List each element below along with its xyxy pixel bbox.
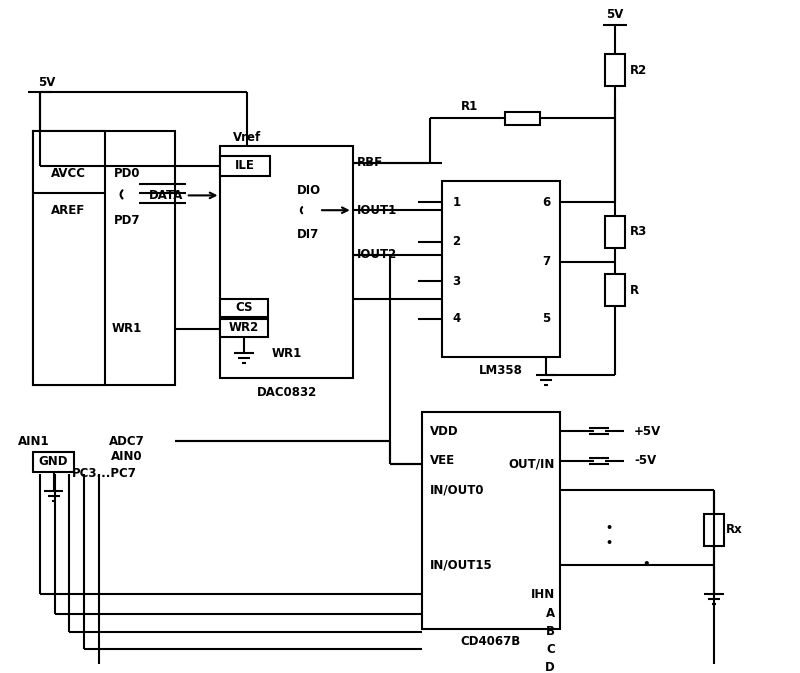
Text: DATA: DATA	[149, 189, 183, 202]
Text: LM358: LM358	[478, 363, 522, 377]
Text: CD4067B: CD4067B	[461, 635, 521, 648]
Text: AIN0: AIN0	[111, 450, 142, 464]
Text: 3: 3	[452, 275, 460, 288]
Text: OUT/IN: OUT/IN	[509, 458, 555, 470]
Text: VDD: VDD	[430, 425, 458, 437]
Text: 5V: 5V	[606, 8, 624, 22]
Text: R1: R1	[461, 100, 478, 113]
Text: IOUT2: IOUT2	[357, 248, 397, 261]
Text: AIN1: AIN1	[18, 435, 50, 448]
Text: R2: R2	[630, 63, 647, 77]
Text: CS: CS	[235, 302, 253, 314]
Text: DIO: DIO	[298, 184, 322, 197]
Bar	[505, 112, 540, 125]
Text: 5V: 5V	[38, 77, 55, 90]
Text: WR1: WR1	[111, 322, 142, 335]
Bar	[220, 319, 268, 336]
Text: RBF: RBF	[357, 156, 382, 170]
Text: C: C	[546, 643, 555, 656]
Text: AVCC: AVCC	[51, 167, 86, 180]
Text: ADC7: ADC7	[109, 435, 145, 448]
Text: VEE: VEE	[430, 454, 454, 467]
Text: Vref: Vref	[234, 131, 262, 143]
Text: IOUT1: IOUT1	[357, 204, 397, 217]
Text: •: •	[606, 523, 613, 533]
Text: 1: 1	[452, 196, 460, 209]
Text: GND: GND	[39, 456, 68, 468]
Bar	[606, 216, 625, 248]
Bar	[606, 275, 625, 306]
Text: AREF: AREF	[51, 204, 86, 217]
Text: 2: 2	[452, 236, 460, 248]
Text: -5V: -5V	[634, 454, 656, 467]
Text: PD0: PD0	[114, 167, 140, 180]
Bar	[220, 146, 353, 378]
Text: R: R	[630, 283, 639, 297]
Text: IHN: IHN	[530, 588, 555, 600]
Bar	[606, 55, 625, 86]
Text: A: A	[546, 607, 555, 621]
Text: 6: 6	[542, 196, 550, 209]
Text: PD7: PD7	[114, 213, 140, 227]
Bar	[33, 131, 175, 385]
Text: DI7: DI7	[298, 228, 320, 242]
Text: •: •	[606, 538, 613, 548]
Text: ILE: ILE	[235, 160, 255, 172]
Bar	[422, 412, 560, 629]
Bar	[33, 131, 105, 385]
Text: WR1: WR1	[271, 347, 302, 360]
Text: IN/OUT15: IN/OUT15	[430, 558, 492, 571]
Text: •: •	[642, 558, 650, 571]
Text: +5V: +5V	[634, 425, 661, 437]
Text: D: D	[545, 661, 555, 673]
Text: DAC0832: DAC0832	[256, 386, 317, 399]
Bar	[704, 514, 724, 546]
Text: PC3...PC7: PC3...PC7	[72, 467, 138, 481]
Text: 4: 4	[452, 312, 460, 325]
Bar	[442, 180, 560, 357]
Text: WR2: WR2	[229, 321, 259, 334]
Text: 7: 7	[542, 255, 550, 268]
Text: B: B	[546, 625, 555, 638]
Bar	[220, 156, 270, 176]
Text: IN/OUT0: IN/OUT0	[430, 484, 484, 497]
Text: 5: 5	[542, 312, 550, 325]
Bar	[220, 299, 268, 317]
Text: R3: R3	[630, 225, 647, 238]
Text: Rx: Rx	[726, 524, 742, 536]
Bar	[33, 452, 74, 472]
